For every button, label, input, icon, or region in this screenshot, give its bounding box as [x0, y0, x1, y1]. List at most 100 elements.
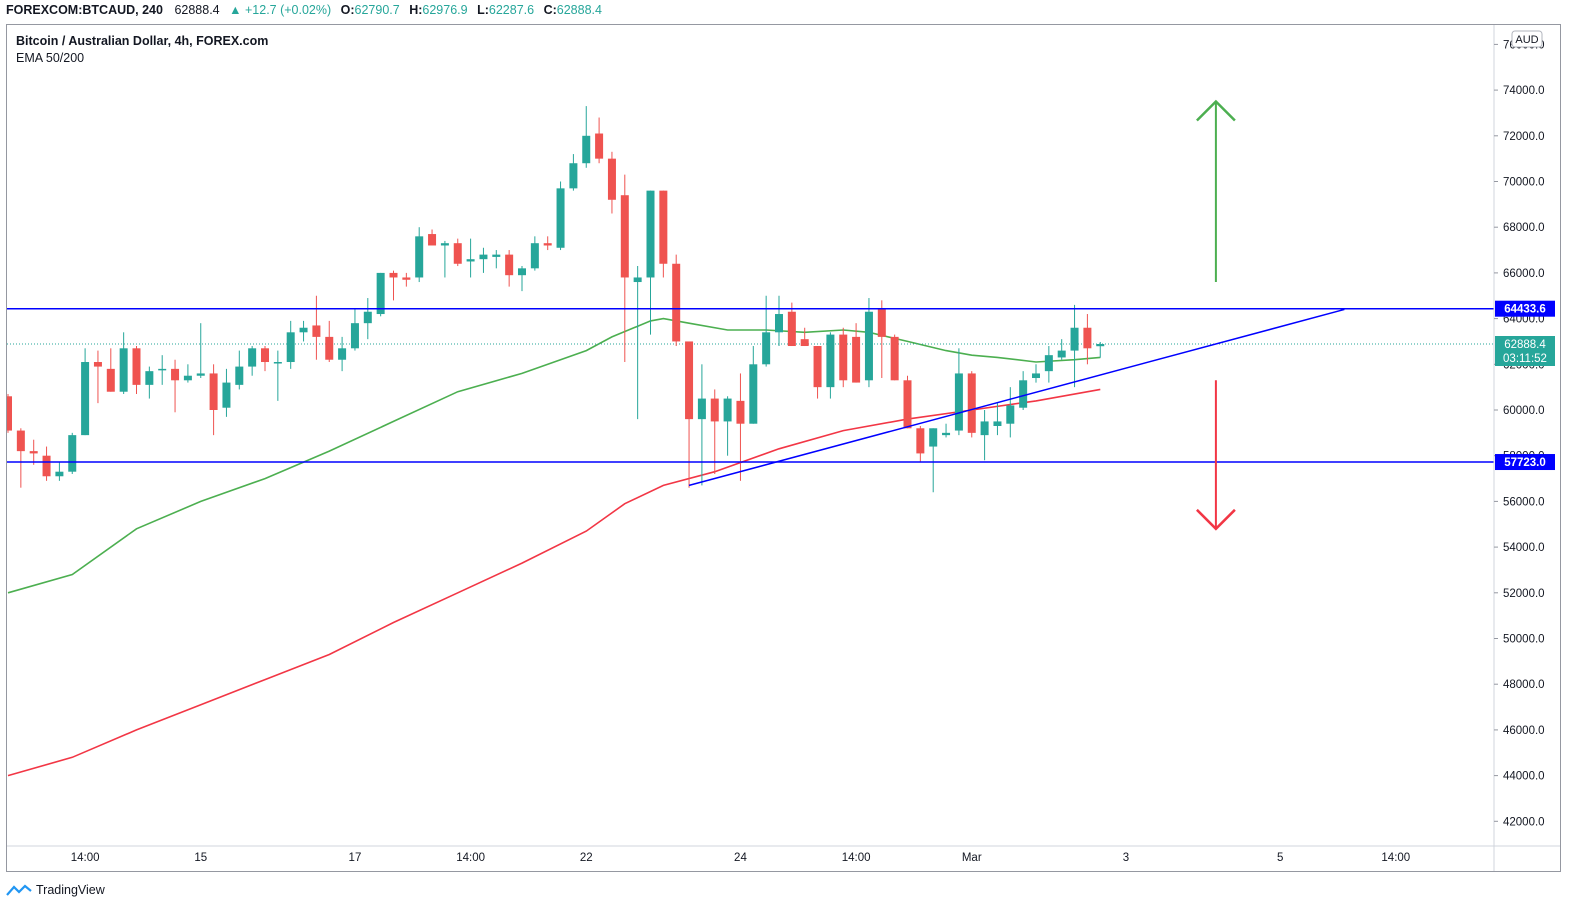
candle[interactable]	[93, 350, 102, 404]
candle[interactable]	[350, 309, 359, 351]
candle[interactable]	[595, 117, 604, 164]
candle[interactable]	[582, 106, 591, 168]
candle[interactable]	[338, 336, 347, 372]
candle[interactable]	[556, 181, 565, 251]
candle[interactable]	[453, 238, 462, 267]
candle[interactable]	[1083, 314, 1092, 365]
candle[interactable]	[145, 366, 154, 399]
candle[interactable]	[607, 151, 616, 214]
candle[interactable]	[916, 425, 925, 463]
candle[interactable]	[235, 350, 244, 390]
candle[interactable]	[158, 355, 167, 385]
candle[interactable]	[479, 247, 488, 273]
candle[interactable]	[530, 236, 539, 271]
candle[interactable]	[132, 346, 141, 395]
candle[interactable]	[29, 439, 38, 465]
candle[interactable]	[543, 236, 552, 251]
candle[interactable]	[903, 375, 912, 429]
candle[interactable]	[312, 295, 321, 360]
tradingview-logo-icon[interactable]	[6, 883, 32, 897]
candle[interactable]	[286, 320, 295, 369]
candle-body	[646, 190, 655, 278]
arrow-up-icon[interactable]	[1196, 99, 1236, 283]
candle[interactable]	[1057, 339, 1066, 360]
candle[interactable]	[1006, 387, 1015, 438]
candle[interactable]	[685, 341, 694, 488]
candle[interactable]	[402, 272, 411, 287]
candle[interactable]	[55, 462, 64, 481]
candle[interactable]	[954, 348, 963, 436]
candle[interactable]	[415, 227, 424, 283]
candle[interactable]	[826, 332, 835, 399]
candle[interactable]	[787, 302, 796, 347]
candle[interactable]	[68, 432, 77, 474]
candle[interactable]	[980, 410, 989, 461]
candle[interactable]	[993, 403, 1002, 436]
candle[interactable]	[81, 348, 90, 436]
legend-indicator[interactable]: EMA 50/200	[16, 51, 85, 65]
candle[interactable]	[106, 348, 115, 392]
candle[interactable]	[466, 238, 475, 278]
candle[interactable]	[813, 346, 822, 399]
last-price-tag	[1495, 336, 1555, 367]
candle[interactable]	[736, 373, 745, 481]
candle[interactable]	[800, 327, 809, 347]
candle[interactable]	[492, 250, 501, 269]
candle[interactable]	[569, 154, 578, 191]
candle[interactable]	[1070, 304, 1079, 388]
candle[interactable]	[839, 327, 848, 388]
candle[interactable]	[248, 346, 257, 376]
currency-badge[interactable]	[1511, 30, 1543, 48]
tradingview-brand[interactable]: TradingView	[36, 883, 105, 897]
candle[interactable]	[659, 190, 668, 278]
candle[interactable]	[723, 396, 732, 456]
candle[interactable]	[620, 174, 629, 363]
candle[interactable]	[4, 394, 12, 433]
candle[interactable]	[775, 295, 783, 347]
candle[interactable]	[428, 229, 437, 246]
candle[interactable]	[183, 364, 192, 383]
candle[interactable]	[646, 190, 655, 335]
candle[interactable]	[42, 446, 51, 481]
candle[interactable]	[633, 266, 642, 420]
candle[interactable]	[864, 298, 873, 388]
candle[interactable]	[261, 346, 269, 372]
candle[interactable]	[376, 272, 385, 317]
candle[interactable]	[942, 423, 951, 438]
candle[interactable]	[1032, 364, 1040, 383]
candle[interactable]	[890, 334, 899, 381]
candle[interactable]	[710, 389, 719, 474]
candle[interactable]	[119, 332, 128, 395]
symbol-name[interactable]: FOREXCOM:BTCAUD, 240	[6, 3, 163, 17]
candle[interactable]	[749, 346, 758, 424]
candle[interactable]	[1044, 346, 1053, 383]
candle[interactable]	[505, 250, 514, 287]
candle[interactable]	[196, 323, 205, 379]
candle[interactable]	[518, 266, 526, 292]
candle[interactable]	[697, 364, 706, 486]
candle[interactable]	[389, 270, 398, 301]
trend-line[interactable]	[688, 308, 1345, 487]
candle[interactable]	[672, 254, 681, 347]
legend-title[interactable]: Bitcoin / Australian Dollar, 4h, FOREX.c…	[16, 34, 269, 48]
arrow-down-icon[interactable]	[1196, 380, 1236, 531]
ema200-line[interactable]	[7, 388, 1101, 777]
candle[interactable]	[16, 428, 25, 488]
candle[interactable]	[440, 240, 449, 278]
candle[interactable]	[273, 350, 282, 401]
candle[interactable]	[171, 359, 180, 413]
candle[interactable]	[325, 320, 334, 363]
candle[interactable]	[222, 368, 231, 417]
candle[interactable]	[852, 323, 861, 383]
candle[interactable]	[363, 298, 372, 340]
candle[interactable]	[1019, 371, 1028, 410]
candle[interactable]	[929, 428, 938, 493]
candle[interactable]	[299, 320, 308, 342]
ema50-line[interactable]	[7, 317, 1101, 594]
candle[interactable]	[762, 295, 771, 367]
candle[interactable]	[877, 300, 886, 379]
candle[interactable]	[967, 371, 976, 438]
candle[interactable]	[209, 364, 218, 436]
candle[interactable]	[1096, 341, 1105, 358]
